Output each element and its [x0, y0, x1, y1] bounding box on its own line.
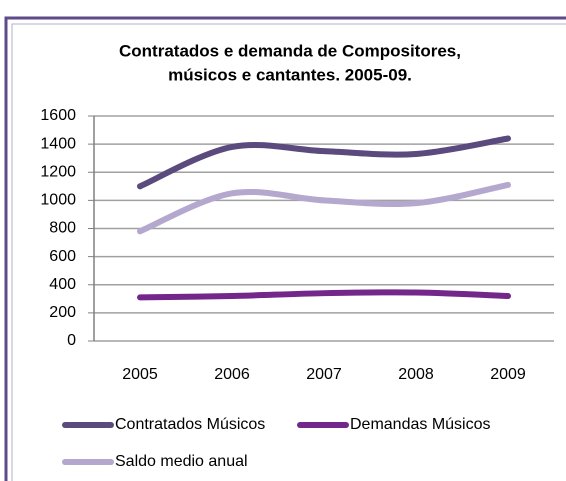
- legend-label: Saldo medio anual: [115, 453, 248, 470]
- y-tick-label: 400: [49, 276, 76, 293]
- legend-label: Contratados Músicos: [115, 416, 265, 433]
- x-tick-label: 2009: [490, 366, 526, 383]
- legend-label: Demandas Músicos: [350, 416, 491, 433]
- x-tick-label: 2007: [306, 366, 342, 383]
- series-line: [137, 181, 511, 235]
- x-tick-label: 2005: [122, 366, 158, 383]
- y-tick-label: 800: [49, 220, 76, 237]
- y-tick-label: 1400: [40, 135, 76, 152]
- chart-title: Contratados e demanda de Compositores,: [119, 41, 461, 60]
- frame-inner: [11, 23, 566, 481]
- x-tick-label: 2008: [398, 366, 434, 383]
- y-tick-label: 200: [49, 304, 76, 321]
- y-tick-label: 1200: [40, 163, 76, 180]
- y-tick-label: 0: [67, 332, 76, 349]
- y-tick-label: 1600: [40, 107, 76, 124]
- series-line: [137, 135, 511, 190]
- frame: [4, 16, 566, 481]
- x-tick-label: 2006: [214, 366, 250, 383]
- y-tick-label: 1000: [40, 192, 76, 209]
- chart-title: músicos e cantantes. 2005-09.: [168, 65, 412, 84]
- y-tick-label: 600: [49, 248, 76, 265]
- series-line: [137, 289, 511, 301]
